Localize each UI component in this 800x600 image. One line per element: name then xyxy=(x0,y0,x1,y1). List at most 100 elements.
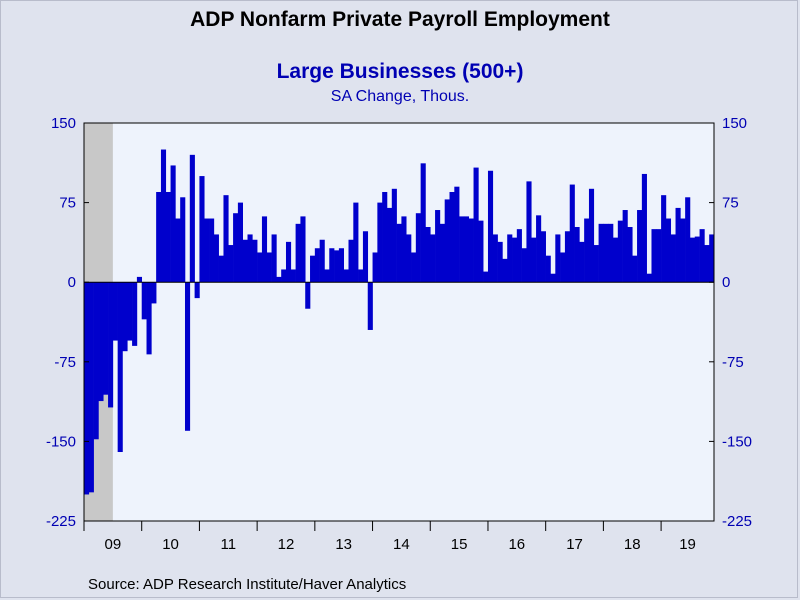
bar xyxy=(209,218,215,283)
x-tick-label: 09 xyxy=(105,536,122,553)
bar xyxy=(156,191,162,283)
bar xyxy=(257,252,263,283)
bar xyxy=(435,210,441,283)
bar xyxy=(637,210,643,283)
y-axis-left: 150 75 0 -75 -150 -225 xyxy=(46,115,76,530)
x-tick-label: 18 xyxy=(624,536,641,553)
bar xyxy=(112,282,118,341)
bar xyxy=(540,231,546,283)
bar xyxy=(136,276,143,283)
bar xyxy=(694,236,700,283)
bar xyxy=(617,220,623,283)
bar xyxy=(670,234,676,283)
bar xyxy=(622,210,628,283)
bar xyxy=(160,149,167,283)
bar xyxy=(285,241,292,283)
bar xyxy=(699,229,705,283)
bar xyxy=(536,215,542,283)
x-tick-label: 11 xyxy=(220,536,236,553)
bar xyxy=(305,282,311,309)
bar xyxy=(401,216,407,283)
bar xyxy=(420,163,426,283)
bar xyxy=(391,188,397,283)
bar xyxy=(406,234,412,283)
bar-series xyxy=(84,149,715,495)
y-tick-label-right: 150 xyxy=(722,115,747,132)
bar xyxy=(189,154,195,283)
bar xyxy=(598,223,604,283)
bar xyxy=(502,258,508,283)
bar xyxy=(531,237,537,283)
bar xyxy=(680,218,686,283)
bar xyxy=(98,282,104,402)
bar xyxy=(478,220,484,283)
y-tick-label-left: 75 xyxy=(59,195,76,212)
bar xyxy=(343,269,349,283)
y-tick-label-left: -75 xyxy=(54,354,76,371)
bar xyxy=(468,218,474,283)
bar xyxy=(271,234,277,283)
bar xyxy=(516,229,522,283)
plot-background xyxy=(84,123,714,521)
bar xyxy=(704,245,710,283)
bar xyxy=(661,195,667,283)
bar xyxy=(300,216,306,283)
bar xyxy=(439,223,445,283)
bar xyxy=(526,181,532,283)
x-axis: 09 10 11 12 13 14 15 16 17 18 19 xyxy=(105,536,696,553)
bar xyxy=(122,282,128,352)
x-tick-label: 17 xyxy=(566,536,583,553)
bar xyxy=(223,195,229,283)
bar xyxy=(555,234,561,283)
bar xyxy=(213,234,219,283)
bar xyxy=(483,271,489,283)
bar xyxy=(574,227,580,283)
bar xyxy=(146,282,152,355)
bar xyxy=(382,191,388,283)
chart-title: ADP Nonfarm Private Payroll Employment xyxy=(190,8,610,31)
bar xyxy=(334,250,340,283)
bar xyxy=(608,223,614,283)
chart-units: SA Change, Thous. xyxy=(330,88,470,105)
bar xyxy=(632,255,638,283)
bar xyxy=(348,239,354,283)
bar xyxy=(550,273,556,283)
y-tick-label-right: -75 xyxy=(722,354,744,371)
bar xyxy=(127,282,133,341)
bar xyxy=(324,269,330,283)
y-tick-label-right: -150 xyxy=(722,433,752,450)
bar xyxy=(449,191,455,283)
bar xyxy=(411,252,417,283)
bar xyxy=(108,282,114,408)
source-note: Source: ADP Research Institute/Haver Ana… xyxy=(88,576,407,593)
bar xyxy=(560,252,566,283)
bar xyxy=(492,234,498,283)
bar xyxy=(646,273,652,283)
x-tick-label: 15 xyxy=(451,536,468,553)
bar xyxy=(603,223,609,283)
bar xyxy=(261,216,268,283)
bar xyxy=(310,255,316,283)
y-tick-label-right: 0 xyxy=(722,274,730,291)
bar xyxy=(569,184,575,283)
bar xyxy=(132,282,138,346)
bar xyxy=(252,239,258,283)
bar xyxy=(497,241,503,283)
bar xyxy=(358,269,364,283)
bar xyxy=(103,282,109,395)
bar xyxy=(165,191,171,283)
x-tick-label: 13 xyxy=(335,536,352,553)
bar xyxy=(338,248,344,283)
bar xyxy=(266,252,272,283)
bar xyxy=(228,245,234,283)
bar xyxy=(512,237,518,283)
bar xyxy=(709,234,715,283)
bar xyxy=(689,237,696,283)
bar xyxy=(425,227,431,283)
bar xyxy=(88,282,94,493)
bar xyxy=(218,255,224,283)
bar xyxy=(473,167,479,283)
bar xyxy=(233,213,239,283)
bar xyxy=(199,176,205,283)
